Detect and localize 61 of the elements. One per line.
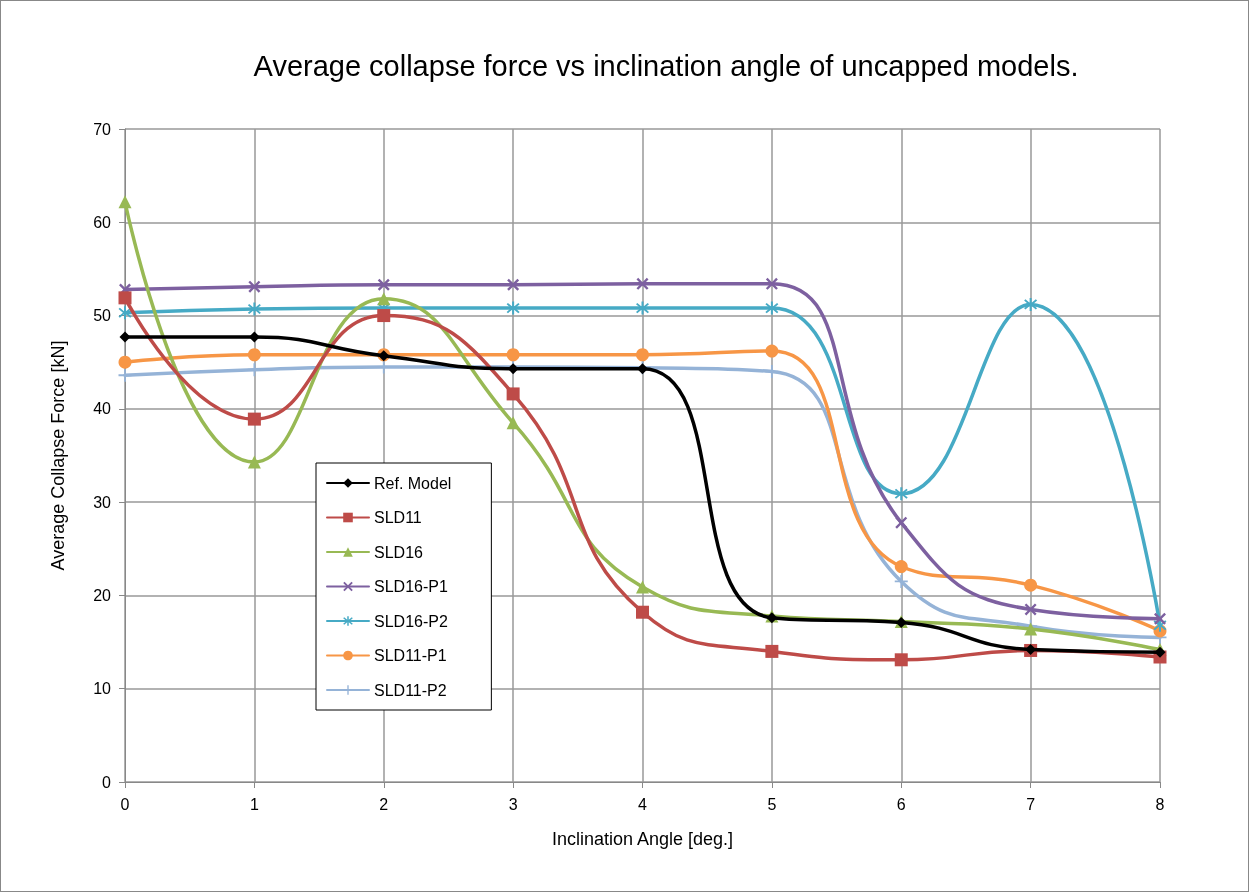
y-tick-label: 40 [93,400,112,418]
point [507,278,520,291]
point [765,277,778,290]
point [506,416,520,430]
y-axis-title: Average Collapse Force [kN] [48,340,68,571]
legend-label: SLD16-P2 [374,612,448,630]
point [377,309,391,323]
point [765,644,779,658]
point [636,605,649,619]
point [118,291,132,305]
point [636,277,649,290]
y-tick-label: 0 [102,773,112,791]
legend-label: SLD16 [374,543,424,561]
point [247,412,261,426]
x-tick-label: 6 [896,795,906,813]
x-tick-label: 4 [638,795,648,813]
y-tick-label: 20 [93,586,112,604]
x-tick-label: 0 [120,795,130,813]
x-tick-label: 3 [508,795,518,813]
point [1154,612,1166,625]
point [247,455,261,469]
x-tick-label: 7 [1026,795,1036,813]
point [636,580,649,594]
point [894,487,908,501]
point [247,302,261,316]
point [118,355,132,369]
y-tick-label: 50 [93,307,112,325]
x-tick-label: 5 [767,795,777,813]
x-tick-label: 1 [249,795,259,813]
point [636,301,649,315]
point [894,653,908,667]
point [506,348,520,362]
legend-label: SLD11-P2 [374,681,447,699]
legend-label: SLD16-P1 [374,578,448,595]
legend-label: SLD11 [374,509,422,526]
y-tick-label: 60 [93,213,112,231]
point [895,516,908,529]
point [377,278,390,291]
point [1024,578,1038,592]
point [1024,297,1038,311]
point [506,301,520,315]
point [765,344,779,358]
x-tick-label: 2 [379,795,389,813]
legend-label: SLD11-P1 [374,647,447,664]
point [506,387,520,401]
point [118,306,132,320]
point [118,195,132,209]
point [119,331,131,343]
y-tick-label: 70 [93,120,112,138]
chart-title: Average collapse force vs inclination angle of uncapped models. [253,49,1079,82]
y-tick-label: 10 [93,680,112,698]
point [765,301,779,315]
x-axis-title: Inclination Angle [deg.] [551,829,734,849]
point [118,368,132,382]
legend-label: Ref. Model [374,474,452,492]
x-tick-label: 8 [1155,795,1165,813]
point [377,292,391,306]
y-tick-label: 30 [93,493,112,511]
point [894,560,908,574]
point [247,348,261,362]
point [636,348,649,362]
